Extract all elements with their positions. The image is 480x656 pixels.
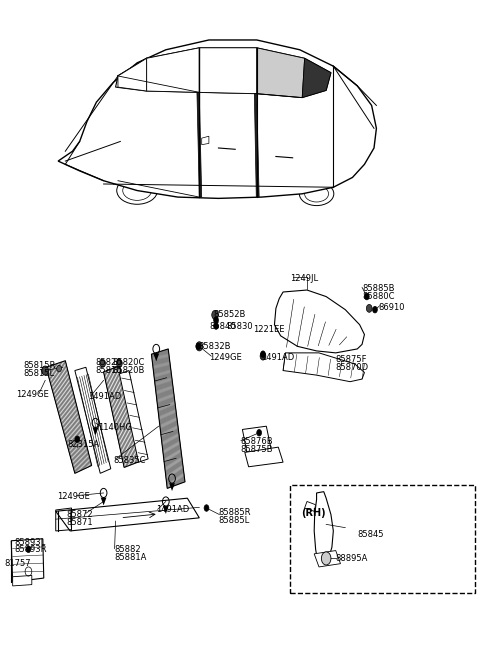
Text: 85876B: 85876B [240, 437, 273, 445]
Text: 85893L: 85893L [14, 537, 45, 546]
Polygon shape [163, 506, 168, 514]
Text: 85840: 85840 [209, 321, 235, 331]
Polygon shape [152, 349, 185, 488]
Polygon shape [199, 48, 257, 94]
Circle shape [117, 359, 122, 367]
Text: 85815L: 85815L [24, 369, 55, 378]
Text: 85871: 85871 [67, 518, 94, 527]
Circle shape [322, 552, 331, 565]
Text: 85852B: 85852B [214, 310, 246, 319]
Circle shape [75, 436, 80, 443]
Text: 85810: 85810 [96, 366, 122, 375]
FancyBboxPatch shape [290, 485, 475, 593]
Text: 85880C: 85880C [362, 292, 395, 301]
Polygon shape [12, 575, 32, 586]
Ellipse shape [117, 176, 157, 204]
Text: 1491AD: 1491AD [262, 353, 295, 362]
Polygon shape [283, 353, 364, 382]
Circle shape [100, 359, 106, 367]
Polygon shape [56, 498, 199, 531]
Polygon shape [75, 367, 111, 474]
Text: 85875B: 85875B [240, 445, 273, 453]
Text: 85815R: 85815R [24, 361, 56, 370]
Polygon shape [11, 539, 44, 582]
Polygon shape [116, 48, 331, 98]
Circle shape [214, 323, 218, 329]
Text: 85875F: 85875F [336, 355, 367, 364]
Polygon shape [46, 361, 92, 474]
Text: 81757: 81757 [4, 559, 31, 568]
Ellipse shape [300, 182, 334, 205]
Circle shape [196, 342, 203, 351]
Polygon shape [305, 501, 316, 511]
Polygon shape [242, 426, 271, 454]
Text: 86910: 86910 [379, 302, 405, 312]
Text: 85832B: 85832B [198, 342, 231, 351]
Polygon shape [245, 447, 283, 467]
Text: 85835C: 85835C [113, 456, 145, 464]
Circle shape [42, 366, 48, 375]
Circle shape [42, 367, 48, 375]
Polygon shape [314, 550, 340, 567]
Text: 85882: 85882 [115, 544, 141, 554]
Circle shape [196, 343, 201, 350]
Text: (RH): (RH) [301, 508, 326, 518]
Text: 1249GE: 1249GE [209, 353, 241, 362]
Polygon shape [197, 92, 202, 197]
Text: 82315A: 82315A [68, 440, 100, 449]
Circle shape [257, 430, 262, 436]
Polygon shape [120, 371, 148, 462]
Text: 85870D: 85870D [336, 363, 369, 372]
Text: 85893R: 85893R [14, 545, 47, 554]
Circle shape [57, 365, 61, 372]
Text: 1249GE: 1249GE [57, 493, 90, 501]
Text: 1249GE: 1249GE [16, 390, 49, 400]
Text: 85830: 85830 [227, 321, 253, 331]
Text: 85885B: 85885B [362, 284, 395, 293]
Polygon shape [254, 94, 259, 197]
Text: 85820B: 85820B [112, 366, 144, 375]
Polygon shape [101, 497, 107, 505]
Polygon shape [118, 58, 147, 91]
Polygon shape [154, 354, 159, 361]
Text: 85872: 85872 [67, 510, 94, 519]
Polygon shape [169, 483, 175, 491]
Polygon shape [202, 136, 209, 145]
Polygon shape [104, 366, 140, 468]
Polygon shape [257, 48, 305, 98]
Circle shape [26, 546, 31, 552]
Text: 1491AD: 1491AD [156, 506, 190, 514]
Polygon shape [93, 428, 98, 436]
Text: 85885R: 85885R [218, 508, 251, 517]
Text: 88895A: 88895A [336, 554, 368, 563]
Text: 85845: 85845 [357, 529, 384, 539]
Polygon shape [147, 48, 199, 92]
Circle shape [214, 317, 218, 323]
Polygon shape [275, 290, 364, 353]
Circle shape [372, 306, 377, 313]
Circle shape [260, 352, 266, 360]
Polygon shape [302, 58, 331, 98]
Text: 85881A: 85881A [115, 552, 147, 562]
Text: 1221EE: 1221EE [253, 325, 285, 335]
Circle shape [204, 504, 209, 511]
Circle shape [212, 310, 218, 319]
Circle shape [261, 351, 265, 358]
Circle shape [366, 304, 372, 312]
Text: 85820C: 85820C [112, 358, 144, 367]
Text: 1491AD: 1491AD [88, 392, 121, 401]
Text: 1249JL: 1249JL [290, 274, 318, 283]
Text: 85820: 85820 [96, 358, 122, 367]
Text: 1140HG: 1140HG [98, 423, 132, 432]
Circle shape [364, 293, 369, 300]
Text: 85885L: 85885L [218, 516, 250, 525]
Polygon shape [314, 491, 333, 564]
Polygon shape [58, 40, 376, 198]
